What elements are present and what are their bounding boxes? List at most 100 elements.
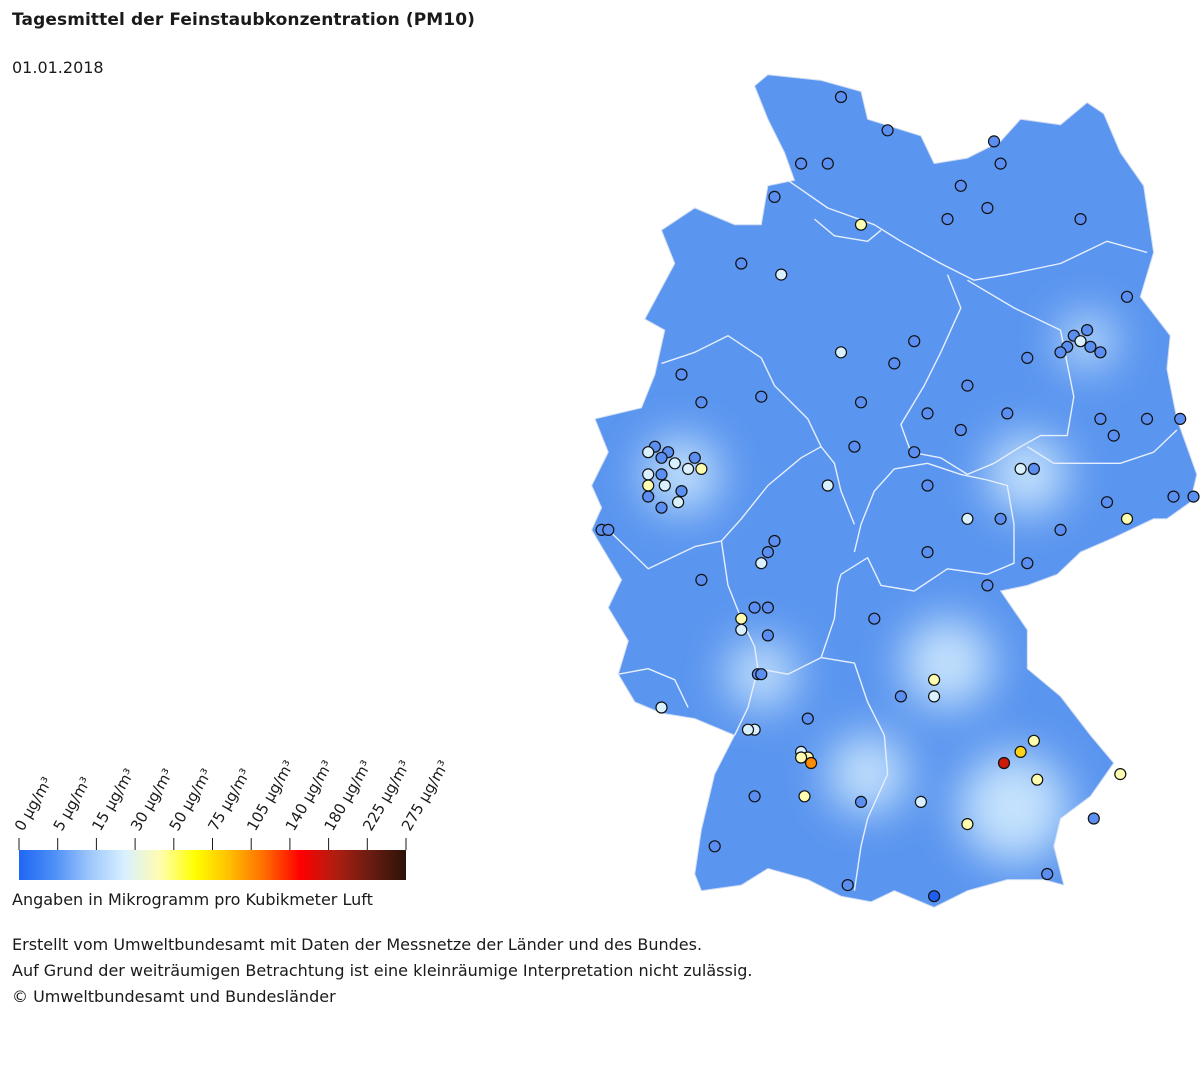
measurement-station bbox=[954, 423, 967, 437]
measurement-station bbox=[881, 124, 894, 137]
measurement-station bbox=[1027, 462, 1041, 475]
map-title: Tagesmittel der Feinstaubkonzentration (… bbox=[12, 10, 476, 30]
measurement-station bbox=[741, 723, 755, 736]
measurement-station bbox=[981, 579, 994, 592]
measurement-station bbox=[987, 135, 1001, 148]
measurement-station bbox=[1074, 213, 1087, 226]
measurement-station bbox=[1094, 346, 1107, 359]
measurement-station bbox=[768, 534, 781, 548]
measurement-station bbox=[1027, 734, 1041, 747]
concentration-hotspot bbox=[827, 734, 908, 815]
measurement-station bbox=[921, 407, 934, 420]
measurement-station bbox=[1167, 490, 1180, 503]
state-border bbox=[900, 274, 1075, 476]
measurement-station bbox=[921, 545, 934, 559]
legend-color-bar bbox=[19, 850, 406, 880]
measurement-station bbox=[1014, 462, 1027, 475]
measurement-station bbox=[1084, 340, 1097, 353]
measurement-station bbox=[1074, 335, 1087, 348]
measurement-station bbox=[1107, 429, 1120, 442]
measurement-station bbox=[994, 157, 1007, 170]
measurement-station bbox=[914, 795, 928, 809]
measurement-station bbox=[1100, 496, 1114, 509]
state-border bbox=[720, 540, 759, 736]
measurement-station bbox=[755, 557, 768, 570]
measurement-station bbox=[688, 451, 701, 464]
measurement-station bbox=[961, 512, 974, 525]
state-border bbox=[618, 668, 689, 708]
measurement-station bbox=[1014, 745, 1027, 759]
measurement-station bbox=[794, 751, 808, 764]
state-border bbox=[840, 462, 1015, 592]
measurement-station bbox=[868, 612, 881, 625]
measurement-station bbox=[1054, 346, 1067, 359]
measurement-station bbox=[655, 501, 668, 514]
measurement-station bbox=[997, 756, 1011, 770]
measurement-station bbox=[755, 668, 768, 681]
measurement-station bbox=[695, 573, 708, 587]
measurement-station bbox=[927, 673, 941, 686]
state-border bbox=[1026, 429, 1178, 464]
measurement-station bbox=[834, 90, 848, 104]
measurement-station bbox=[675, 368, 688, 381]
measurement-station bbox=[658, 479, 671, 492]
measurement-station bbox=[1087, 812, 1100, 825]
measurement-station bbox=[761, 601, 775, 614]
measurement-station bbox=[1120, 512, 1134, 525]
measurement-station bbox=[1021, 351, 1034, 364]
map-date: 01.01.2018 bbox=[12, 58, 104, 77]
legend-unit-caption: Angaben in Mikrogramm pro Kubikmeter Luf… bbox=[12, 890, 373, 909]
state-border bbox=[787, 179, 1148, 281]
measurement-station bbox=[908, 335, 921, 348]
measurement-station bbox=[708, 840, 721, 853]
measurement-station bbox=[1001, 407, 1014, 420]
measurement-station bbox=[854, 795, 868, 809]
measurement-station bbox=[671, 496, 685, 509]
measurement-station bbox=[981, 201, 994, 215]
measurement-station bbox=[848, 440, 861, 453]
measurement-station bbox=[735, 257, 748, 270]
measurement-station bbox=[1021, 557, 1034, 570]
measurement-station bbox=[961, 817, 974, 831]
measurement-station bbox=[954, 179, 967, 192]
measurement-station bbox=[675, 485, 688, 498]
measurement-station bbox=[1041, 867, 1054, 881]
measurement-station bbox=[642, 446, 655, 459]
measurement-station bbox=[941, 213, 954, 226]
germany-map bbox=[591, 74, 1200, 908]
concentration-hotspot bbox=[958, 752, 1069, 863]
measurement-station bbox=[921, 479, 934, 492]
measurement-station bbox=[668, 457, 681, 470]
measurement-station bbox=[821, 157, 834, 170]
measurement-station bbox=[994, 512, 1007, 525]
footer-notes: Erstellt vom Umweltbundesamt mit Daten d… bbox=[12, 932, 753, 1010]
measurement-station bbox=[1140, 412, 1154, 425]
measurement-station bbox=[1080, 324, 1094, 337]
measurement-station bbox=[655, 451, 668, 464]
measurement-station bbox=[748, 601, 761, 614]
measurement-station bbox=[1174, 412, 1187, 425]
state-border bbox=[607, 446, 822, 570]
measurement-station bbox=[1187, 490, 1200, 503]
measurement-station bbox=[602, 523, 615, 537]
measurement-station bbox=[761, 545, 775, 559]
measurement-station bbox=[854, 218, 868, 231]
measurement-station bbox=[821, 479, 834, 492]
measurement-station bbox=[804, 756, 818, 770]
measurement-station bbox=[794, 157, 808, 170]
measurement-station bbox=[927, 890, 941, 903]
measurement-station bbox=[961, 379, 974, 392]
measurement-station bbox=[1031, 773, 1044, 786]
concentration-hotspot bbox=[987, 434, 1068, 515]
measurement-station bbox=[1054, 523, 1067, 537]
concentration-hotspot bbox=[902, 618, 993, 709]
measurement-station bbox=[642, 468, 655, 481]
measurement-station bbox=[735, 612, 748, 625]
measurement-station bbox=[768, 190, 781, 203]
measurement-station bbox=[775, 268, 788, 281]
measurement-station bbox=[798, 790, 811, 803]
footer-credit-line: Erstellt vom Umweltbundesamt mit Daten d… bbox=[12, 935, 703, 954]
measurement-station bbox=[1094, 412, 1107, 425]
measurement-station bbox=[1120, 290, 1134, 303]
